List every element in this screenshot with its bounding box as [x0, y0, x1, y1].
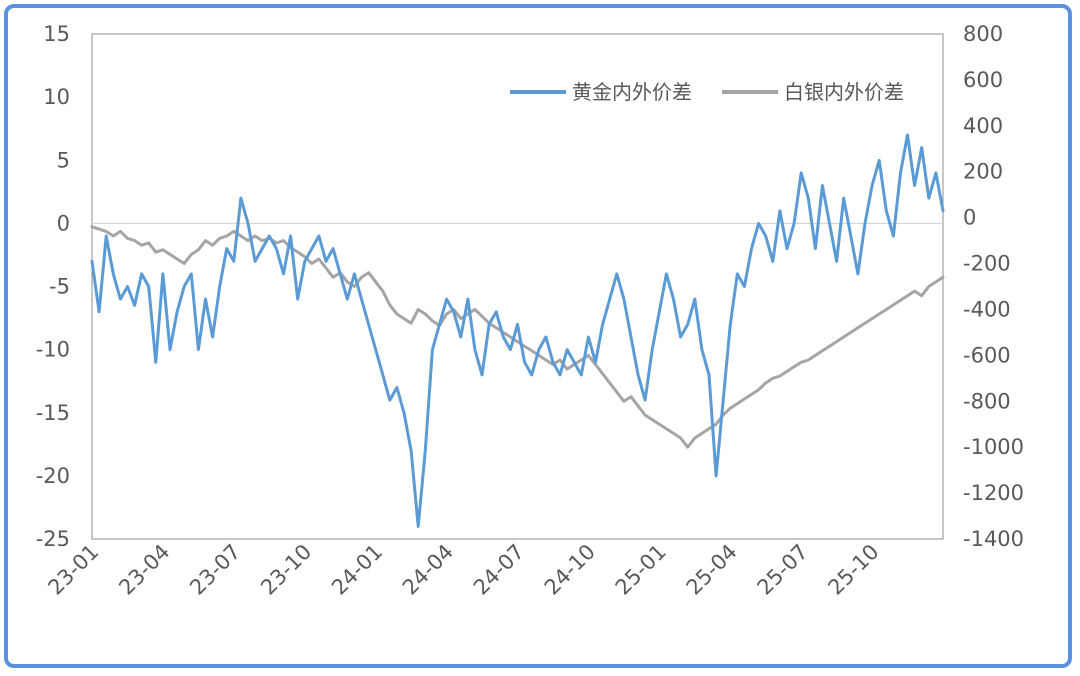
y-right-tick-label: -800 [963, 389, 1011, 413]
x-tick-label: 25-04 [682, 540, 742, 600]
x-tick-label: 24-04 [398, 540, 458, 600]
plot-area [91, 33, 944, 540]
y-left-tick-label: -25 [36, 527, 70, 551]
x-tick-label: 25-10 [823, 540, 883, 600]
y-right-tick-label: 0 [963, 206, 976, 230]
y-right-tick-label: -1000 [963, 435, 1024, 459]
y-right-tick-label: 400 [963, 114, 1003, 138]
legend-label-silver: 白银内外价差 [784, 80, 904, 104]
y-left-tick-label: -10 [36, 338, 70, 362]
series-layer [90, 133, 945, 528]
y-right-tick-label: -400 [963, 297, 1011, 321]
y-left-tick-label: -15 [36, 401, 70, 425]
y-right-tick-label: -600 [963, 343, 1011, 367]
y-left-tick-label: 15 [43, 22, 70, 46]
x-tick-label: 23-04 [114, 540, 174, 600]
y-right-tick-label: -200 [963, 252, 1011, 276]
x-tick-label: 23-07 [185, 540, 245, 600]
y-left-tick-label: 10 [43, 85, 70, 109]
x-tick-label: 24-10 [540, 540, 600, 600]
x-tick-label: 24-07 [469, 540, 529, 600]
y-left-tick-label: 5 [57, 148, 70, 172]
series-line-gold [90, 133, 945, 528]
y-right-tick-label: -1200 [963, 481, 1024, 505]
left-y-axis: 15 10 5 0 -5 -10 -15 -20 -25 [36, 22, 70, 551]
legend-label-gold: 黄金内外价差 [572, 80, 692, 104]
right-y-axis: 800 600 400 200 0 -200 -400 -600 -800 -1000 -1200 -… [963, 22, 1024, 551]
y-left-tick-label: 0 [57, 211, 70, 235]
x-tick-label: 25-07 [753, 540, 813, 600]
x-tick-label: 25-01 [611, 540, 671, 600]
chart-frame [4, 4, 1072, 668]
x-tick-label: 23-10 [256, 540, 316, 600]
y-left-tick-label: -5 [49, 275, 70, 299]
y-right-tick-label: 800 [963, 22, 1003, 46]
y-right-tick-label: 200 [963, 160, 1003, 184]
legend: 黄金内外价差 白银内外价差 [510, 80, 904, 104]
series-line-silver [90, 225, 945, 449]
x-axis: 23-01 23-04 23-07 23-10 24-01 24-04 24-07 24-10… [43, 540, 883, 600]
x-tick-label: 24-01 [327, 540, 387, 600]
y-right-tick-label: 600 [963, 68, 1003, 92]
y-left-tick-label: -20 [36, 464, 70, 488]
y-right-tick-label: -1400 [963, 527, 1024, 551]
